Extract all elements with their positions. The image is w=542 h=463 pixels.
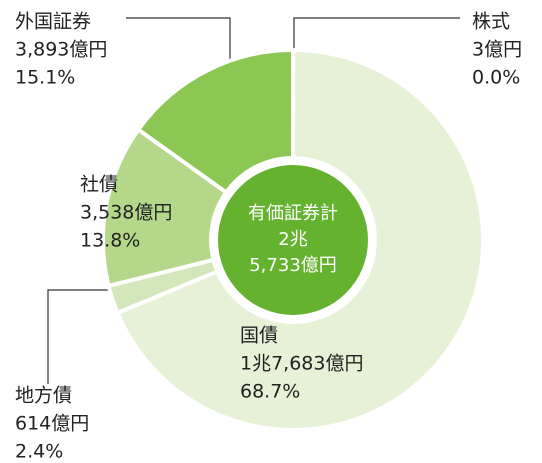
value-label: 1兆7,683億円 xyxy=(240,353,363,375)
percentage-label: 68.7% xyxy=(240,381,300,403)
leader-line xyxy=(47,289,116,384)
percentage-label: 13.8% xyxy=(80,230,140,252)
leader-line xyxy=(293,17,460,50)
percentage-label: 2.4% xyxy=(15,441,63,463)
slice-name: 外国証券 xyxy=(15,11,91,33)
center-text: 有価証券計 xyxy=(248,203,338,224)
slice-name: 社債 xyxy=(80,174,118,196)
slice xyxy=(135,47,295,196)
slice xyxy=(114,47,485,432)
percentage-label: 15.1% xyxy=(15,67,75,89)
center-text: 2兆 xyxy=(278,229,307,250)
value-label: 614億円 xyxy=(15,413,89,435)
center-circle xyxy=(218,165,368,315)
value-label: 3億円 xyxy=(472,39,522,61)
value-label: 3,538億円 xyxy=(80,202,172,224)
slice-name: 国債 xyxy=(240,325,278,347)
center-text: 5,733億円 xyxy=(249,255,337,276)
slice xyxy=(101,126,230,289)
slice-name: 地方債 xyxy=(15,385,72,407)
leader-line xyxy=(126,17,231,76)
percentage-label: 0.0% xyxy=(472,67,520,89)
slice-name: 株式 xyxy=(472,11,510,33)
value-label: 3,893億円 xyxy=(15,39,107,61)
